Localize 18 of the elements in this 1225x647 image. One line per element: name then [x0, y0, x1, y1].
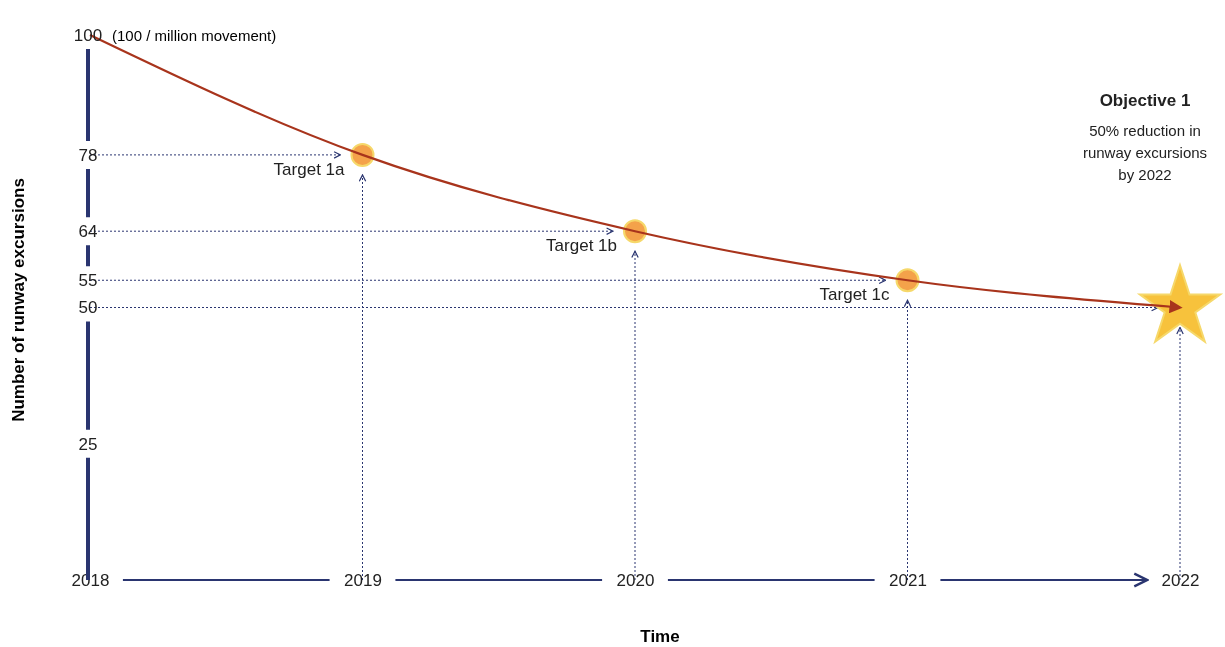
- x-tick-label: 2021: [889, 570, 927, 590]
- x-tick-label: 2019: [344, 570, 382, 590]
- x-tick-label: 2022: [1161, 570, 1200, 590]
- annotation: (100 / million movement): [112, 27, 277, 44]
- y-tick-label: 78: [78, 145, 98, 165]
- y-tick-label: 64: [78, 222, 98, 242]
- annotation: Target 1c: [819, 285, 890, 305]
- annotation: 50% reduction in runway excursions by 2022: [1082, 122, 1208, 183]
- annotation: Target 1a: [273, 159, 346, 179]
- y-tick-label: 100: [73, 25, 103, 45]
- annotation: Target 1b: [546, 236, 617, 256]
- annotation: Objective 1: [1099, 91, 1191, 110]
- y-tick-label: 50: [78, 298, 98, 318]
- x-tick-label: 2020: [616, 570, 655, 590]
- x-axis-title: Time: [640, 627, 680, 646]
- y-tick-label: 55: [78, 271, 98, 291]
- y-tick-label: 25: [78, 434, 98, 454]
- y-axis-title: Number of runway excursions: [9, 178, 28, 422]
